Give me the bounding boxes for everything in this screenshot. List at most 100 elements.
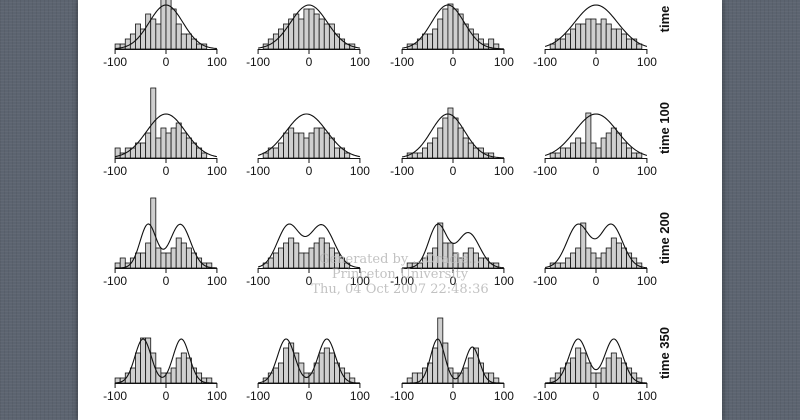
histogram-bar [452,252,459,269]
histogram-bar [124,38,131,50]
x-tick-label: -100 [533,389,557,403]
histogram-bar [615,242,622,269]
x-tick-label: 0 [163,164,170,178]
histogram-bar [467,357,474,384]
histogram-panel: -100 0 100 [246,4,370,69]
histogram-bar [155,23,162,50]
x-tick-label: 100 [637,55,657,69]
histogram-bar [135,252,141,269]
histogram-bar [452,8,459,50]
histogram-bar [570,357,577,384]
histogram-bar [605,132,612,159]
x-tick-label: 0 [306,55,313,69]
histogram-panel: -100 0 100 [103,197,227,288]
histogram-bar [427,33,434,50]
x-tick-label: 0 [593,55,600,69]
x-tick-label: 0 [306,164,313,178]
histogram-bar [165,372,172,384]
histogram-bar [313,242,320,269]
histogram-bar [432,347,439,384]
histogram-bar [283,132,290,159]
density-curve [402,338,504,384]
x-tick-label: 100 [207,274,227,288]
histogram-bar [145,242,152,269]
histogram-bar [155,137,162,159]
histogram-bar [313,13,320,50]
histogram-bar [165,0,172,50]
histogram-bar [278,28,284,50]
histogram-bar [575,247,582,269]
x-tick-label: -100 [246,389,270,403]
histogram-bar [334,252,340,269]
histogram-bar [580,142,587,159]
histogram-bar [303,137,310,159]
histogram-bar [323,347,330,384]
histogram-bar [447,3,454,50]
histogram-bar [129,367,136,384]
density-curve [258,4,360,49]
density-curve [544,113,648,156]
histogram-bar [590,142,597,159]
histogram-panel: -100 0 100 [390,107,514,178]
x-tick-label: -100 [103,164,127,178]
histogram-bar [140,142,147,159]
histogram-bar [308,8,315,50]
histogram-bar [427,142,434,159]
density-curve [402,223,504,269]
histogram-bar [437,18,444,50]
histogram-bar [472,252,479,269]
x-tick-label: 0 [593,389,600,403]
histogram-bar [570,252,577,269]
histogram-bar [472,347,479,384]
histogram-panel: -100 0 100 [390,317,514,403]
histogram-row: -100 0 100 -100 0 100 -100 0 100 -100 0 100 [103,0,657,69]
histogram-bar [565,33,571,50]
histogram-bar [180,132,187,159]
histogram-bar [615,357,622,384]
histogram-bar [160,127,167,159]
histogram-bar [175,237,182,269]
histogram-bar [293,13,300,50]
histogram-bar [570,142,577,159]
histogram-bar [288,127,295,159]
histogram-panel: -100 0 100 [103,0,227,69]
histogram-bar [559,262,566,269]
histogram-bar [437,317,444,384]
histogram-bar [328,137,335,159]
x-tick-label: -100 [390,55,414,69]
x-tick-label: 100 [207,55,227,69]
histogram-bar [585,112,592,159]
histogram-bar [595,147,602,159]
histogram-bar [585,247,592,269]
histogram-bar [278,362,284,384]
histogram-bar [600,18,607,50]
histogram-bar [559,147,566,159]
histogram-panel: -100 0 100 [246,338,370,403]
histogram-bar [554,152,561,159]
histogram-bar [298,132,305,159]
histogram-bar [170,367,177,384]
density-curve [115,4,217,50]
histogram-bar [308,372,315,384]
density-curve [544,4,648,47]
x-tick-label: 100 [350,274,370,288]
histogram-bar [585,362,592,384]
histogram-bar [318,352,325,384]
histogram-bar [334,33,340,50]
histogram-panel: -100 0 100 [103,337,227,403]
histogram-bar [437,222,444,269]
histogram-bar [610,352,617,384]
density-curve [544,223,647,269]
density-curve [115,338,217,384]
row-label: time 100 [657,102,672,154]
histogram-bar [303,372,310,384]
histogram-bar [559,38,566,50]
histogram-bar [272,147,279,159]
histogram-bar [605,247,612,269]
density-curve [258,338,360,384]
histogram-bar [442,242,449,269]
histogram-bar [318,127,325,159]
histogram-bar [462,252,469,269]
histogram-bar [416,152,423,159]
histogram-panel: -100 0 100 [246,113,370,178]
